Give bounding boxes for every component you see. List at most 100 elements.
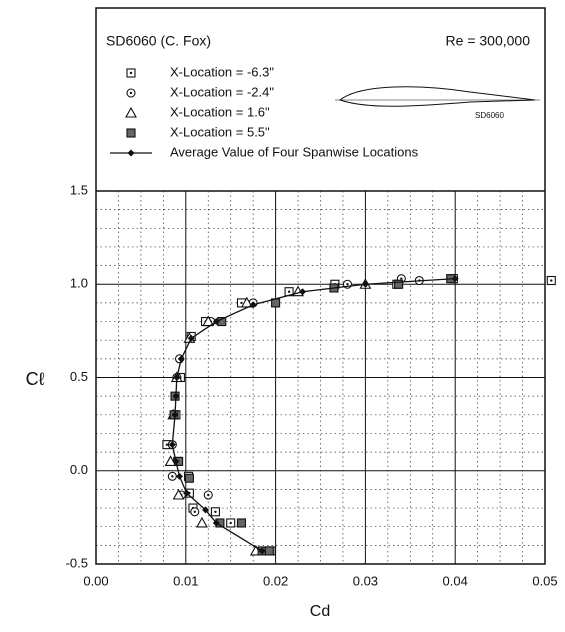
legend-marker [126, 128, 136, 138]
marker-shape [394, 279, 404, 289]
marker-shape [177, 355, 185, 363]
legend-marker [125, 106, 137, 118]
data-point [176, 472, 184, 480]
data-point [202, 315, 215, 327]
marker-shape [168, 441, 176, 449]
data-point [171, 411, 179, 419]
x-tick-label: 0.05 [532, 573, 557, 588]
data-point [184, 473, 194, 483]
marker-shape [172, 488, 185, 500]
marker-dot [346, 283, 349, 286]
marker-shape [127, 149, 135, 157]
marker-dot [207, 493, 210, 497]
marker-dot [550, 279, 553, 282]
marker-shape [202, 506, 210, 514]
data-point [203, 490, 213, 500]
legend-label: X-Location = 5.5" [170, 124, 270, 139]
marker-shape [212, 318, 220, 326]
legend-label: Average Value of Four Spanwise Locations [170, 144, 419, 159]
marker-shape [172, 392, 180, 400]
marker-dot [400, 277, 403, 280]
data-point [299, 288, 307, 296]
data-point [240, 296, 253, 308]
marker-shape [187, 334, 195, 342]
marker-shape [196, 516, 208, 528]
data-point [187, 334, 195, 342]
marker-shape [451, 275, 459, 283]
x-tick-label: 0.04 [443, 573, 468, 588]
data-point [210, 507, 220, 517]
airfoil-shape [338, 86, 536, 107]
data-point [190, 507, 200, 517]
marker-shape [184, 473, 194, 483]
marker-shape [299, 288, 307, 296]
marker-shape [183, 489, 191, 497]
x-tick-label: 0.02 [263, 573, 288, 588]
x-tick-label: 0.03 [353, 573, 378, 588]
data-point [546, 275, 556, 286]
marker-shape [258, 547, 266, 555]
y-axis-label: Cℓ [26, 369, 45, 389]
marker-dot [129, 91, 133, 95]
data-point [172, 392, 180, 400]
data-point [212, 318, 220, 326]
data-point [196, 516, 208, 528]
marker-shape [176, 472, 184, 480]
marker-shape [361, 280, 369, 288]
data-point [249, 301, 257, 309]
marker-shape [171, 411, 179, 419]
y-tick-label: 0.0 [70, 462, 88, 477]
legend-label: X-Location = 1.6" [170, 104, 270, 119]
data-point [172, 457, 180, 465]
marker-dot [229, 521, 232, 525]
data-point [173, 374, 181, 381]
x-tick-label: 0.00 [83, 573, 108, 588]
marker-shape [264, 546, 274, 556]
legend-label: X-Location = -6.3" [170, 64, 274, 79]
marker-shape [173, 374, 181, 381]
marker-shape [212, 519, 220, 527]
legend-label: X-Location = -2.4" [170, 84, 274, 99]
data-point [236, 518, 247, 528]
marker-shape [240, 296, 253, 308]
data-point [212, 519, 220, 527]
marker-shape [172, 457, 180, 465]
data-point [451, 275, 459, 283]
marker-shape [125, 106, 137, 118]
marker-dot [240, 301, 243, 305]
y-tick-label: 1.5 [70, 182, 88, 197]
data-point [172, 488, 185, 500]
marker-shape [202, 315, 215, 327]
data-point [202, 506, 210, 514]
legend-marker [127, 149, 135, 157]
chart-title: SD6060 (C. Fox) [106, 33, 211, 49]
data-point [226, 518, 236, 528]
y-tick-label: -0.5 [66, 555, 88, 570]
data-point [167, 471, 177, 481]
data-point [183, 489, 191, 497]
data-point [264, 546, 274, 556]
marker-dot [171, 475, 174, 478]
y-tick-label: 0.5 [70, 369, 88, 384]
legend-marker [126, 68, 136, 78]
x-axis-label: Cd [310, 603, 330, 620]
airfoil-label: SD6060 [475, 111, 504, 120]
data-point [258, 547, 266, 555]
marker-dot [193, 510, 196, 513]
marker-dot [129, 71, 133, 75]
marker-dot [165, 443, 169, 446]
y-tick-label: 1.0 [70, 276, 88, 291]
data-point [361, 280, 369, 288]
marker-dot [287, 290, 291, 293]
x-tick-label: 0.01 [173, 573, 198, 588]
marker-shape [249, 301, 257, 309]
data-point [394, 279, 404, 289]
legend-marker [126, 88, 136, 98]
chart-subtitle: Re = 300,000 [446, 33, 531, 49]
data-point [168, 441, 176, 449]
marker-dot [214, 510, 217, 513]
marker-shape [236, 518, 247, 528]
marker-shape [126, 128, 136, 138]
data-point [177, 355, 185, 363]
